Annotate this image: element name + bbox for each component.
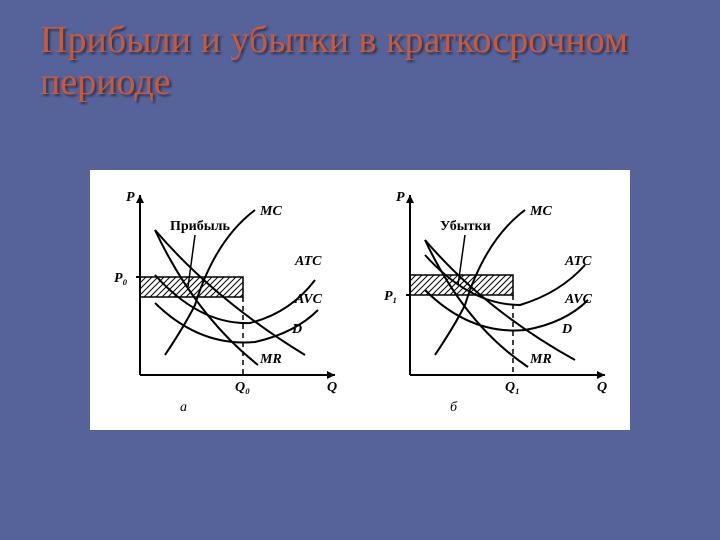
chart-b: P Q P₁ Q₁ MC ATC AVC D MR Убытки б bbox=[370, 185, 620, 415]
svg-text:MC: MC bbox=[259, 204, 282, 219]
svg-text:AVC: AVC bbox=[564, 292, 593, 307]
svg-text:D: D bbox=[291, 322, 302, 337]
svg-text:MR: MR bbox=[259, 352, 282, 367]
svg-text:P: P bbox=[396, 190, 405, 205]
chart-a-svg: P Q P₀ Q₀ MC ATC AVC D MR Прибыль а bbox=[100, 185, 350, 415]
svg-text:а: а bbox=[180, 400, 187, 415]
svg-text:P: P bbox=[126, 190, 135, 205]
slide: Прибыли и убытки в краткосрочном периоде… bbox=[0, 0, 720, 540]
svg-text:MR: MR bbox=[529, 352, 552, 367]
chart-b-svg: P Q P₁ Q₁ MC ATC AVC D MR Убытки б bbox=[370, 185, 620, 415]
svg-text:Q₁: Q₁ bbox=[505, 380, 520, 395]
svg-text:Прибыль: Прибыль bbox=[170, 219, 231, 234]
svg-text:P₁: P₁ bbox=[384, 289, 397, 304]
svg-text:б: б bbox=[450, 400, 458, 415]
svg-text:P₀: P₀ bbox=[114, 271, 128, 286]
diagram-panel: P Q P₀ Q₀ MC ATC AVC D MR Прибыль а P Q P₁ Q₁ MC ATC AVC… bbox=[90, 170, 630, 430]
svg-text:Q₀: Q₀ bbox=[235, 380, 250, 395]
svg-text:Q: Q bbox=[327, 380, 337, 395]
slide-title: Прибыли и убытки в краткосрочном периоде bbox=[40, 20, 680, 104]
svg-text:MC: MC bbox=[529, 204, 552, 219]
svg-text:ATC: ATC bbox=[294, 254, 322, 269]
svg-text:AVC: AVC bbox=[294, 292, 323, 307]
svg-text:Q: Q bbox=[597, 380, 607, 395]
svg-text:D: D bbox=[561, 322, 572, 337]
svg-text:Убытки: Убытки bbox=[440, 219, 491, 234]
chart-a: P Q P₀ Q₀ MC ATC AVC D MR Прибыль а bbox=[100, 185, 350, 415]
svg-text:ATC: ATC bbox=[564, 254, 592, 269]
